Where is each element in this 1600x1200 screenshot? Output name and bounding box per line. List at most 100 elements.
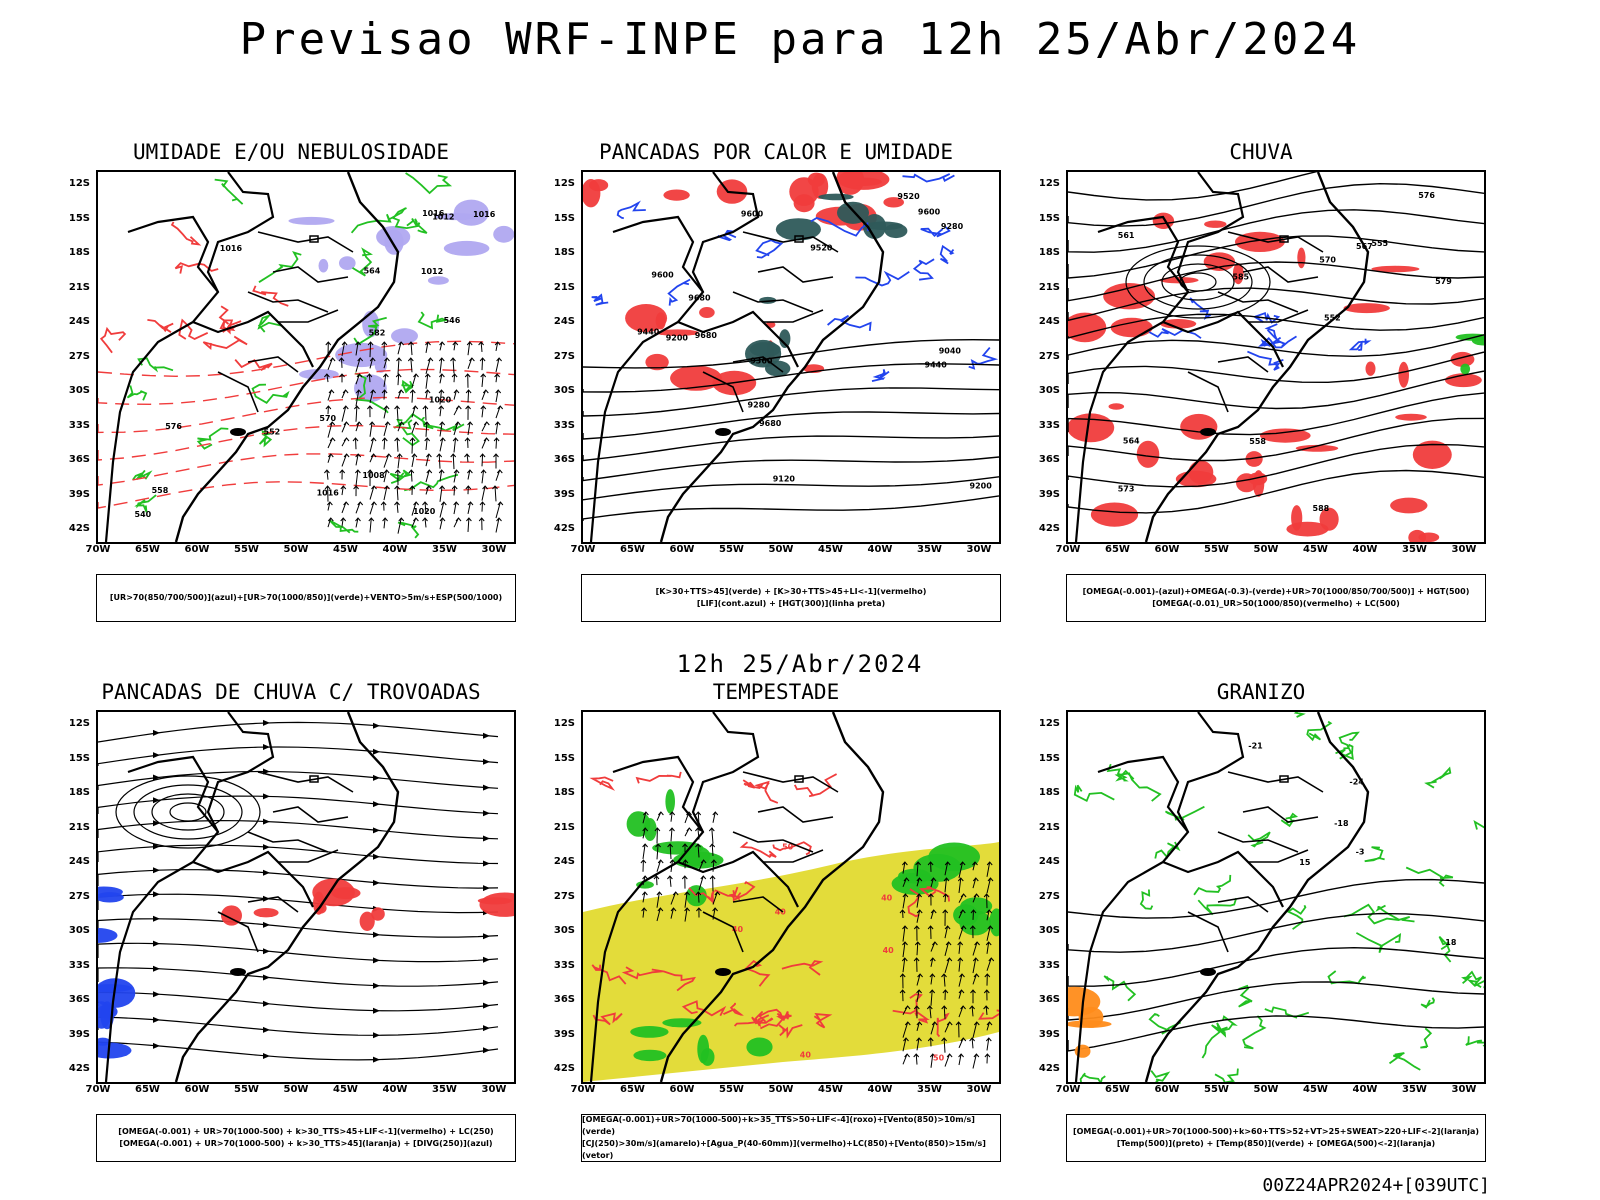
x-tick-label: 40W [382,1084,408,1095]
wind-vector [695,843,701,858]
wind-vector [325,405,332,415]
wind-vector [698,859,707,871]
x-tick-label: 70W [570,1084,596,1095]
wind-vector [324,373,330,383]
wind-vector [669,811,676,822]
wind-vector [681,875,688,889]
wind-vector [913,925,920,941]
wind-vector [425,357,434,374]
wind-vector [970,989,976,1004]
y-tick-label: 21S [68,281,90,293]
wind-vector [494,421,501,435]
contour-label: 1016 [422,209,445,218]
legend-line: [K>30+TTS>45](verde) + [K>30+TTS>45+LI<-… [655,587,927,596]
forecast-map: -3 -18 -21 -24 15 18 [1066,710,1486,1084]
wind-vector [958,989,965,999]
contour-label: -18 [1334,819,1349,828]
wind-vector [439,421,446,437]
mid-title: 12h 25/Abr/2024 [676,650,924,678]
temperature-850-contour [1473,819,1484,830]
streamline [133,784,243,840]
wind-vector [397,341,404,355]
wind-vector [383,469,390,483]
streamline-arrow [263,869,270,876]
wind-vector [450,357,456,374]
y-tick-label: 27S [553,350,575,362]
instability-area [883,197,904,208]
wind-vector [698,875,707,891]
humidity-lowlevel-contour [196,427,229,450]
thickness-isoline [98,340,514,378]
streamline [98,991,499,1012]
wind-vector [941,1005,948,1019]
y-tick-label: 18S [553,787,575,798]
wind-vector [653,875,660,886]
x-tick-label: 65W [620,1084,645,1095]
wind-vector [667,843,673,860]
precipitable-water-contour [729,886,742,902]
contour-label: 9440 [637,327,660,336]
wind-vector [684,891,690,908]
wind-vector [684,907,690,922]
wind-vector [355,469,361,487]
forecast-map [96,710,516,1084]
divergence-area [98,892,124,903]
y-tick-label: 27S [553,890,575,902]
wind-vector [369,389,376,403]
wind-vector [494,373,500,383]
wind-vector [972,893,980,903]
temperature-850-contour [1338,731,1360,760]
lifted-index-contour [616,200,646,220]
geopotential-height-contour [1125,245,1271,319]
wind-vector [369,485,377,500]
x-tick-label: 60W [669,544,695,555]
temperature-850-contour [1139,889,1154,910]
wind-vector [494,341,501,352]
legend-line: [OMEGA(-0.001) + UR>70(1000-500) + k>30_… [119,1139,493,1148]
y-tick-label: 15S [68,212,90,224]
wind-vector [972,861,978,871]
state-border [217,771,354,953]
wind-vector [899,909,906,919]
x-tick-label: 70W [85,1084,111,1095]
temperature-850-contour [1214,1068,1239,1082]
humidity-midlevel-area [443,240,490,256]
geopotential-height-contour [1143,254,1253,310]
wind-vector [642,891,648,903]
precipitable-water-contour [591,964,627,985]
streamline-arrow [483,860,490,867]
x-tick-label: 65W [135,1084,160,1095]
contour-label: 9120 [773,475,796,484]
geopotential-height-contour [1068,235,1484,279]
x-tick-label: 30W [1451,544,1477,555]
wind-vector [957,877,964,894]
lifted-index-contour [920,226,951,238]
rain-area [1248,472,1268,486]
rain-area [1260,428,1311,443]
wind-vector [327,389,335,401]
country-border [677,310,799,368]
y-tick-label: 39S [1038,488,1060,500]
wind-vector [958,1053,964,1066]
contour-label: 555 [1371,239,1388,248]
contour-label: 1020 [413,507,436,516]
humidity-lowlevel-contour [417,311,448,330]
humidity-lowlevel-contour [393,413,434,430]
y-tick-label: 33S [68,419,90,431]
panel-title: PANCADAS DE CHUVA C/ TROVOADAS [101,680,481,704]
thickness-isoline [98,368,514,406]
wind-vector [944,925,951,939]
country-border [1097,215,1189,293]
lifted-index-contour [871,369,890,382]
wind-vector [465,405,471,420]
y-tick-label: 24S [1038,316,1060,327]
humidity-lowlevel-contour [397,521,420,539]
wind-vector [481,485,488,501]
geopotential-height-contour [1068,172,1318,201]
contour-label: 552 [1324,314,1341,323]
wind-vector [367,405,373,418]
thickness-contour [147,319,174,333]
omega-contour [1348,338,1372,351]
wind-vector [944,1021,953,1033]
x-tick-label: 40W [867,1084,893,1095]
